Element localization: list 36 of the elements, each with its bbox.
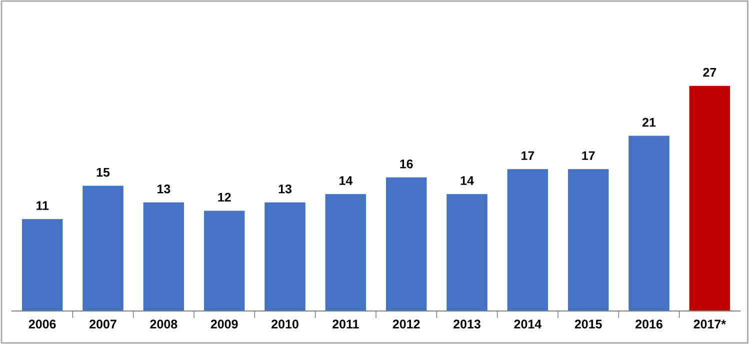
data-label: 27 xyxy=(703,68,716,77)
bar xyxy=(568,169,609,311)
bar xyxy=(143,202,184,311)
x-tick-label: 2010 xyxy=(272,320,298,329)
bar xyxy=(204,210,245,311)
data-label: 17 xyxy=(522,151,534,160)
bar xyxy=(628,136,670,311)
data-label: 13 xyxy=(278,184,292,194)
x-tick-label: 2016 xyxy=(636,320,662,329)
bar xyxy=(325,194,366,311)
x-tick-label: 2017* xyxy=(694,320,726,329)
data-label: 15 xyxy=(96,168,110,177)
bar xyxy=(386,177,427,311)
bar xyxy=(264,202,306,311)
bar xyxy=(22,219,63,311)
x-tick-label: 2007 xyxy=(90,320,116,329)
x-tick-label: 2006 xyxy=(28,320,56,329)
x-tick-label: 2014 xyxy=(514,320,542,329)
bar xyxy=(689,86,730,311)
data-label: 13 xyxy=(158,184,170,194)
x-tick-label: 2012 xyxy=(392,320,420,329)
x-tick-label: 2013 xyxy=(454,320,480,329)
x-tick-label: 2011 xyxy=(332,320,359,329)
x-tick-label: 2015 xyxy=(574,320,602,329)
data-label: 12 xyxy=(218,192,231,202)
data-label: 16 xyxy=(400,160,413,168)
data-label: 14 xyxy=(340,176,353,185)
bar xyxy=(507,169,548,311)
data-label: 11 xyxy=(36,201,49,210)
bar xyxy=(82,186,124,311)
data-label: 17 xyxy=(582,151,595,160)
bar xyxy=(446,194,488,311)
x-tick-label: 2009 xyxy=(210,320,238,329)
data-label: 21 xyxy=(642,118,656,127)
data-label: 14 xyxy=(460,176,474,185)
x-tick-label: 2008 xyxy=(150,320,178,329)
